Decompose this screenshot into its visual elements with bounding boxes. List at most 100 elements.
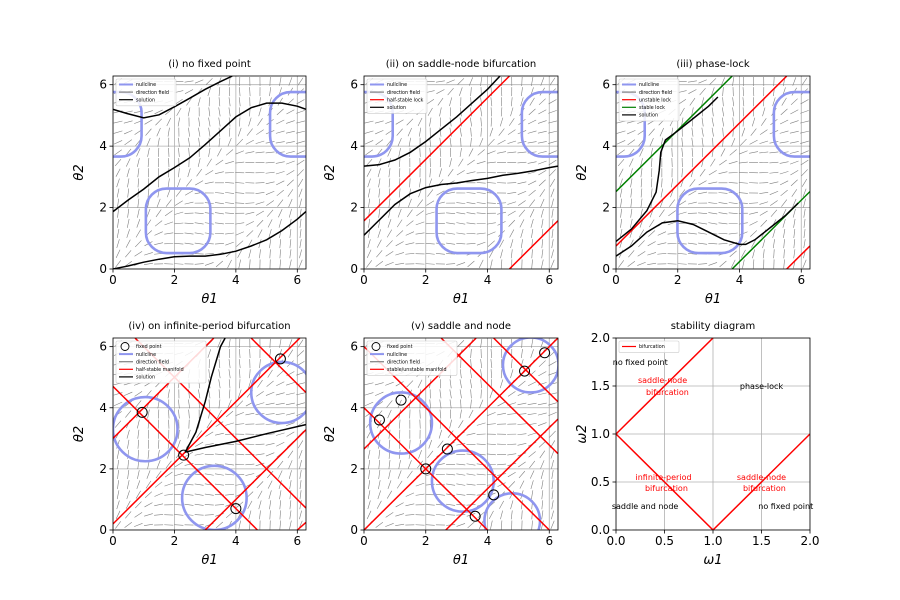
direction-field-arrow [204,504,214,506]
direction-field-arrow [417,379,423,388]
direction-field-arrow [218,87,221,97]
direction-field-arrow [446,263,456,265]
direction-field-arrow [529,97,535,106]
direction-field-arrow [770,200,778,206]
direction-field-arrow [790,170,799,176]
x-tick-label: 1.0 [703,534,722,548]
direction-field-arrow [469,117,473,127]
direction-field-arrow [449,137,452,147]
direction-field-arrow [208,147,211,157]
direction-field-arrow [275,161,285,164]
direction-field-arrow [708,202,718,204]
direction-field-arrow [147,158,150,168]
direction-field-arrow [116,490,120,500]
subplot-p5: 0 2 4 6 0 2 4 6 (v) saddle and node θ1 θ2 fixed poi… [323,321,559,568]
direction-field-arrow [398,188,401,198]
direction-field-arrow [407,198,412,208]
direction-field-arrow [194,503,204,506]
direction-field-arrow [649,138,654,147]
direction-field-arrow [235,423,245,425]
direction-field-arrow [630,178,633,188]
direction-field-arrow [405,492,415,497]
direction-field-arrow [793,229,796,239]
direction-field-arrow [793,218,796,228]
direction-field-arrow [289,520,292,530]
direction-field-arrow [476,192,486,194]
direction-field-arrow [517,402,527,406]
direction-field-arrow [470,349,472,359]
y-tick-label: 4 [99,139,107,153]
direction-field-arrow [801,169,808,177]
direction-field-arrow [204,253,214,255]
direction-field-arrow [374,382,384,386]
direction-field-arrow [517,423,527,425]
direction-field-arrow [630,188,633,198]
direction-field-arrow [729,250,737,257]
legend-label: direction field [387,359,420,365]
nullcline-curve [430,449,495,513]
direction-field-arrow [296,140,305,144]
x-tick-label: 6 [293,534,301,548]
direction-field-arrow [701,117,704,127]
direction-field-arrow [538,98,546,106]
direction-field-arrow [640,188,643,198]
direction-field-arrow [470,359,472,369]
direction-field-arrow [527,402,537,406]
direction-field-arrow [456,473,466,476]
direction-field-arrow [425,222,435,225]
direction-field-arrow [540,460,545,469]
direction-field-arrow [468,409,474,419]
direction-field-arrow [470,127,472,137]
direction-field-arrow [266,470,274,479]
direction-field-arrow [719,260,727,268]
direction-field-arrow [257,118,263,126]
direction-field-arrow [630,218,633,228]
nullcline-curve [616,90,647,158]
direction-field-arrow [688,190,697,196]
direction-field-arrow [508,219,516,227]
direction-field-arrow [145,480,152,489]
direction-field-arrow [126,480,130,490]
plot-area [364,76,558,269]
direction-field-arrow [429,399,431,409]
direction-field-arrow [435,252,445,255]
direction-field-arrow [803,239,806,249]
direction-field-arrow [749,221,758,226]
plot-area [616,338,810,530]
direction-field-arrow [708,170,717,176]
direction-field-arrow [770,209,778,217]
direction-field-arrow [178,399,180,409]
direction-field-arrow [117,208,119,218]
direction-field-arrow [650,158,653,168]
direction-field-arrow [378,449,381,459]
solution-line [113,211,306,269]
direction-field-arrow [265,171,275,174]
direction-field-arrow [425,504,435,506]
direction-field-arrow [135,240,142,248]
direction-field-arrow [712,137,714,147]
direction-field-arrow [517,161,527,164]
direction-field-arrow [235,182,245,184]
direction-field-arrow [460,399,462,409]
direction-field-arrow [781,97,787,106]
direction-field-arrow [164,210,173,217]
direction-field-arrow [749,211,759,215]
direction-field-arrow [537,412,547,416]
direction-field-arrow [398,459,401,469]
direction-field-arrow [749,151,759,154]
direction-field-arrow [287,450,294,459]
direction-field-arrow [521,87,523,97]
legend-box [366,78,428,114]
direction-field-arrow [164,221,174,226]
direction-field-arrow [376,239,382,248]
direction-field-arrow [728,182,738,184]
direction-field-arrow [419,178,422,188]
direction-field-arrow [518,200,526,206]
direction-field-arrow [235,231,244,236]
direction-field-arrow [144,513,153,517]
direction-field-arrow [720,148,726,157]
direction-field-arrow [146,208,151,218]
direction-field-arrow [386,229,393,238]
direction-field-arrow [446,242,456,245]
